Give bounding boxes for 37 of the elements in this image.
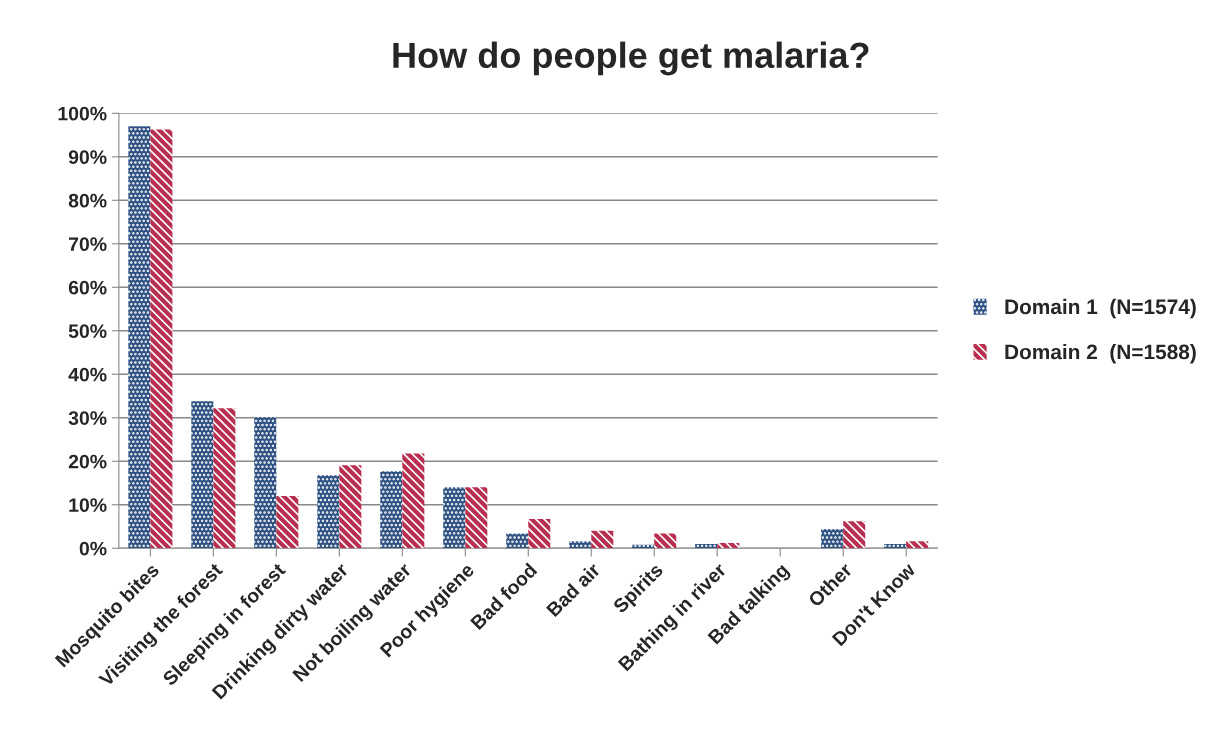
bar (591, 530, 614, 549)
y-tick-label: 50% (68, 324, 107, 339)
bar (506, 533, 529, 549)
y-tick-label: 40% (68, 367, 107, 382)
bar (150, 129, 173, 549)
bar (569, 541, 592, 549)
bar (339, 465, 362, 549)
y-tick-label: 0% (79, 541, 107, 556)
bar (254, 417, 277, 549)
chart-title: How do people get malaria? (393, 41, 869, 76)
bar (465, 487, 488, 549)
bar (843, 521, 866, 549)
legend-label: Domain 1 (N=1574) (1005, 298, 1196, 319)
y-tick-label: 70% (68, 237, 107, 252)
y-tick-label: 20% (68, 454, 107, 469)
bar (654, 533, 677, 549)
y-tick-label: 60% (68, 280, 107, 295)
y-tick-label: 90% (68, 150, 107, 165)
bar (402, 453, 425, 549)
bar (380, 471, 403, 549)
bar (528, 519, 551, 549)
y-tick-label: 10% (69, 498, 107, 512)
bar (191, 401, 214, 549)
bar (317, 475, 340, 549)
legend-label: Domain 2 (N=1588) (1005, 344, 1196, 364)
y-tick-label: 100% (58, 106, 107, 121)
bar (128, 126, 151, 549)
bar (276, 496, 299, 549)
y-tick-label: 30% (68, 411, 107, 426)
y-tick-label: 80% (68, 193, 107, 208)
bar (213, 408, 236, 549)
bar (695, 543, 718, 549)
bar (821, 529, 844, 549)
bar (884, 543, 907, 549)
bar (717, 543, 740, 549)
bar (443, 487, 466, 549)
bar (906, 541, 929, 549)
